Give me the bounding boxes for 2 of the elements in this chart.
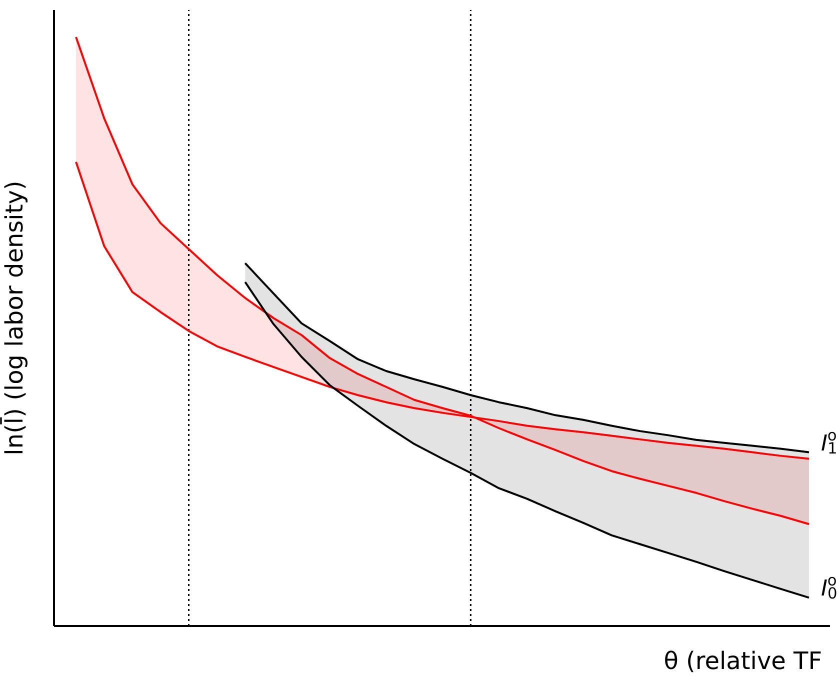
y-axis-title: ln(l̄) (log labor density): [0, 180, 29, 456]
x-axis-title: θ (relative TF: [664, 647, 822, 675]
